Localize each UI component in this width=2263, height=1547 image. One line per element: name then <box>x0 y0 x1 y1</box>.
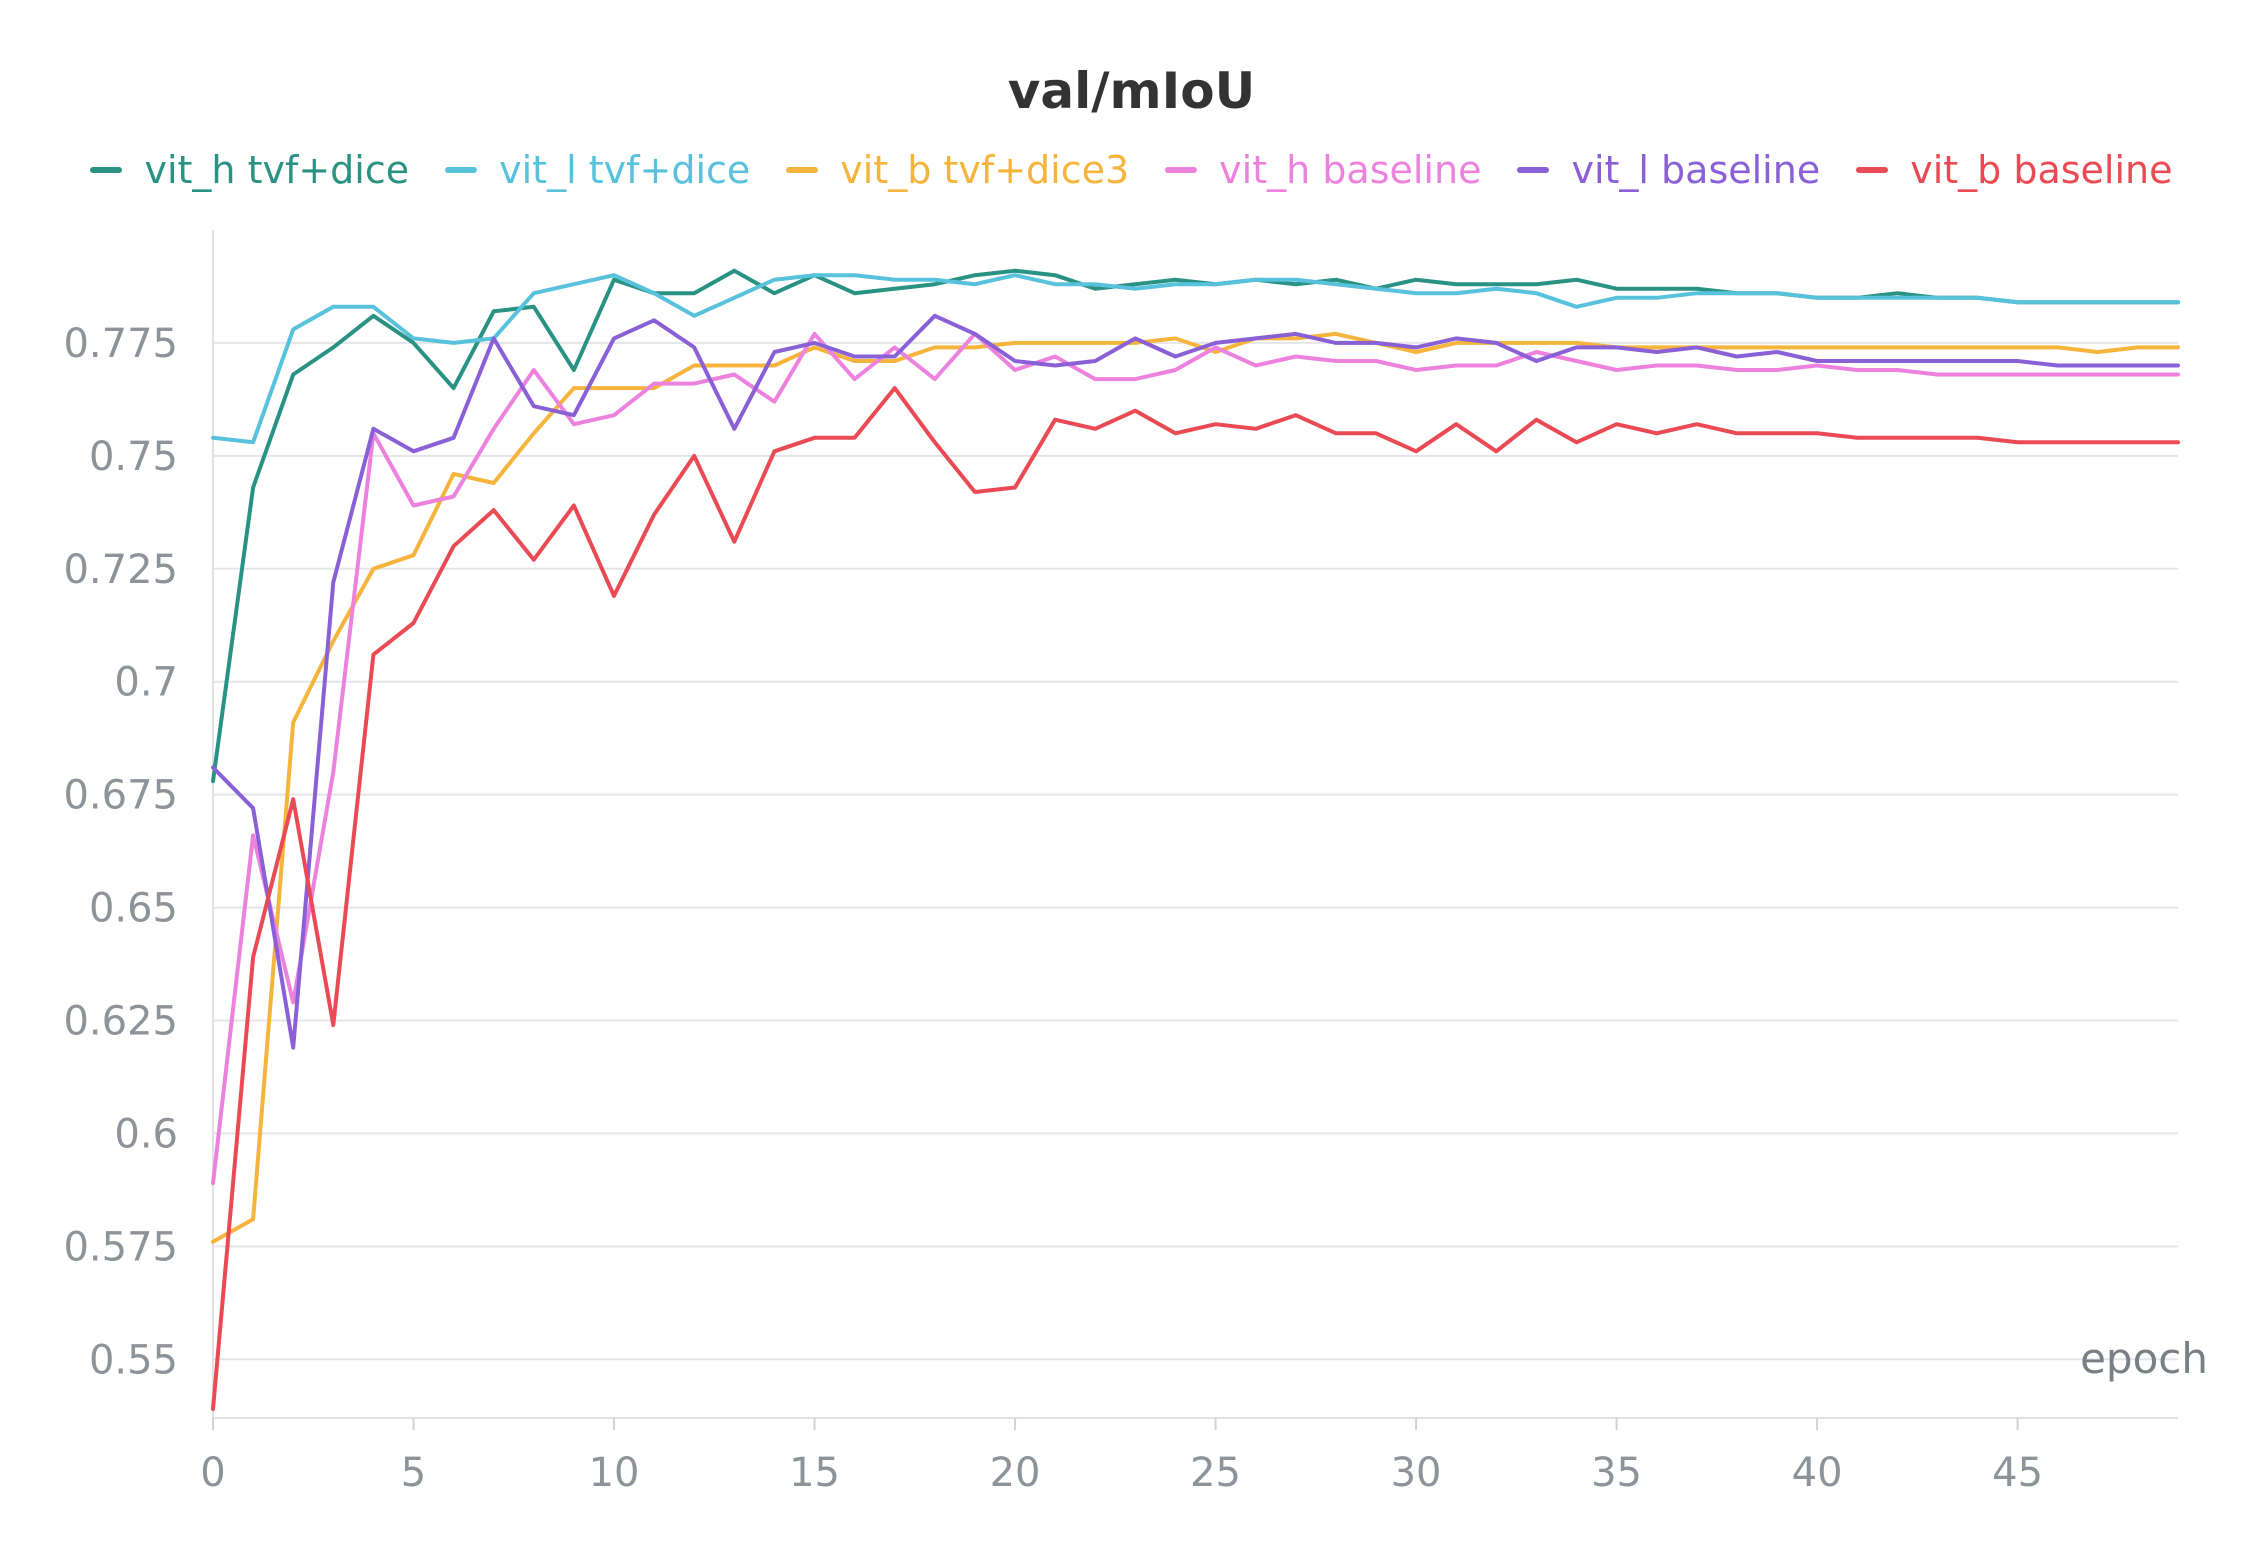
legend-swatch <box>1165 167 1198 173</box>
y-tick-label: 0.775 <box>63 321 178 367</box>
x-tick-label: 15 <box>789 1450 840 1496</box>
legend-label: vit_l tvf+dice <box>499 148 751 192</box>
legend-label: vit_b tvf+dice3 <box>840 148 1130 192</box>
legend-label: vit_h tvf+dice <box>144 148 410 192</box>
x-tick-label: 5 <box>401 1450 426 1496</box>
legend-label: vit_h baseline <box>1219 148 1482 192</box>
x-tick-label: 45 <box>1992 1450 2043 1496</box>
legend-label: vit_l baseline <box>1571 148 1821 192</box>
y-tick-label: 0.675 <box>63 773 178 819</box>
y-tick-label: 0.75 <box>89 434 178 480</box>
legend-item[interactable]: vit_h tvf+dice <box>90 148 409 192</box>
series-line-vit-b-tvf-dice3 <box>211 331 2180 1244</box>
y-tick-label: 0.65 <box>89 886 178 932</box>
legend-swatch <box>90 167 123 173</box>
x-tick-label: 10 <box>589 1450 640 1496</box>
series-line-vit-h-baseline <box>211 331 2180 1186</box>
grid-lines <box>213 341 2178 1361</box>
legend-swatch <box>786 167 819 173</box>
series-line-vit-l-baseline <box>211 313 2180 1050</box>
chart-title: val/mIoU <box>1007 62 1256 120</box>
y-tick-label: 0.575 <box>63 1224 178 1270</box>
x-tick-label: 25 <box>1190 1450 1241 1496</box>
x-tick-label: 40 <box>1792 1450 1843 1496</box>
x-tick-label: 0 <box>200 1450 225 1496</box>
y-tick-label: 0.7 <box>114 660 178 706</box>
y-tick-label: 0.625 <box>63 998 178 1044</box>
y-tick-label: 0.6 <box>114 1111 178 1157</box>
y-tick-label: 0.725 <box>63 547 178 593</box>
legend-label: vit_b baseline <box>1910 148 2173 192</box>
legend-item[interactable]: vit_l tvf+dice <box>445 148 750 192</box>
series-line-vit-b-baseline <box>211 386 2180 1411</box>
axes <box>212 230 2178 1430</box>
y-tick-label: 0.55 <box>89 1337 178 1383</box>
legend-item[interactable]: vit_l baseline <box>1517 148 1820 192</box>
legend-item[interactable]: vit_b tvf+dice3 <box>786 148 1129 192</box>
x-tick-label: 20 <box>990 1450 1041 1496</box>
legend-swatch <box>1856 167 1889 173</box>
legend-swatch <box>1517 167 1550 173</box>
tick-labels: 0.55 0.575 0.6 0.625 0.65 0.675 0.7 0.725 0.75 0.… <box>63 321 2043 1496</box>
x-axis-label: epoch <box>2080 1334 2208 1383</box>
series-line-vit-l-tvf-dice <box>211 273 2180 445</box>
legend: vit_h tvf+dice vit_l tvf+dice vit_b tvf+di… <box>0 148 2263 192</box>
legend-item[interactable]: vit_h baseline <box>1165 148 1481 192</box>
legend-swatch <box>445 167 478 173</box>
series-lines <box>211 268 2180 1411</box>
x-tick-label: 30 <box>1391 1450 1442 1496</box>
x-tick-label: 35 <box>1591 1450 1642 1496</box>
legend-item[interactable]: vit_b baseline <box>1856 148 2173 192</box>
